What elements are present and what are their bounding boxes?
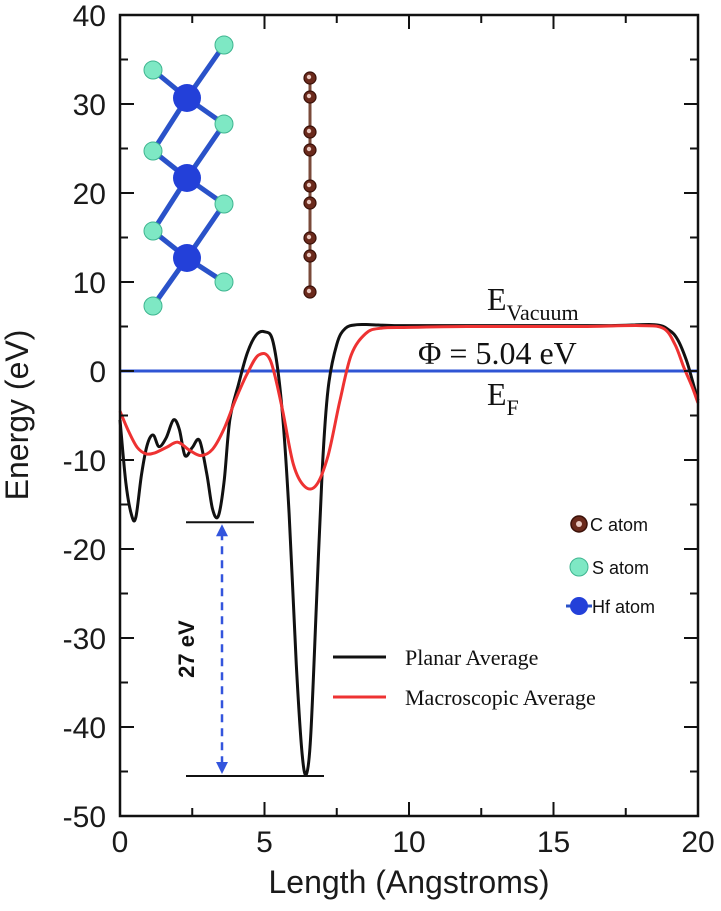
sulfur-atom [214, 272, 234, 292]
hafnium-atom-icon [570, 597, 588, 615]
y-tick-label: -10 [63, 445, 106, 478]
y-tick-label: 30 [73, 89, 106, 122]
fermi-energy-label: EF [487, 376, 519, 420]
sulfur-atom [143, 221, 163, 241]
y-axis-title: Energy (eV) [0, 330, 35, 501]
x-axis-title: Length (Angstroms) [268, 864, 549, 900]
carbon-atom-highlight [576, 521, 582, 527]
x-tick-label: 5 [256, 826, 273, 859]
y-tick-label: -20 [63, 534, 106, 567]
arrow-up-icon [216, 524, 228, 537]
carbon-atom-highlight [306, 146, 312, 152]
carbon-atom-highlight [306, 199, 312, 205]
x-tick-label: 20 [681, 826, 714, 859]
atom-legend-sulfur: S atom [592, 558, 649, 578]
carbon-atom-highlight [306, 182, 312, 188]
sulfur-atom-icon [569, 557, 589, 577]
sulfur-atom [214, 194, 234, 214]
y-tick-label: 0 [89, 356, 106, 389]
y-tick-label: -40 [63, 712, 106, 745]
sulfur-atom [143, 60, 163, 80]
carbon-atom-highlight [306, 234, 312, 240]
carbon-atom-highlight [306, 288, 312, 294]
sulfur-atom [214, 35, 234, 55]
y-tick-label: 10 [73, 267, 106, 300]
vacuum-energy-label: EVacuum [487, 281, 579, 325]
work-function-label: Φ = 5.04 eV [418, 335, 577, 371]
x-tick-label: 10 [392, 826, 425, 859]
atom-legend: C atom S atom Hf atom [566, 515, 655, 617]
y-tick-label: -30 [63, 623, 106, 656]
carbon-atom-highlight [306, 74, 312, 80]
legend-macroscopic-label: Macroscopic Average [405, 685, 596, 710]
x-tick-label: 0 [112, 826, 129, 859]
sulfur-atom [143, 296, 163, 316]
legend-planar-label: Planar Average [405, 645, 538, 670]
macroscopic-average-line [118, 324, 700, 491]
atomic-structure-inset [143, 35, 317, 316]
hafnium-atom [173, 244, 201, 272]
y-tick-label: 20 [73, 178, 106, 211]
carbon-atom-highlight [306, 93, 312, 99]
atom-legend-hafnium: Hf atom [592, 597, 655, 617]
y-tick-label: 40 [73, 0, 106, 33]
hafnium-atom [173, 164, 201, 192]
hafnium-atom [173, 84, 201, 112]
energy-gap-bracket: 27 eV [174, 521, 324, 777]
x-tick-label: 15 [537, 826, 570, 859]
arrow-down-icon [216, 761, 228, 774]
line-legend: Planar Average Macroscopic Average [333, 645, 596, 710]
carbon-atom-highlight [306, 128, 312, 134]
atom-legend-carbon: C atom [590, 515, 648, 535]
sulfur-atom [214, 114, 234, 134]
energy-gap-label: 27 eV [174, 620, 199, 678]
axis-ticks [119, 14, 699, 817]
sulfur-atom [143, 141, 163, 161]
y-tick-label: -50 [63, 801, 106, 834]
carbon-atom-highlight [306, 252, 312, 258]
